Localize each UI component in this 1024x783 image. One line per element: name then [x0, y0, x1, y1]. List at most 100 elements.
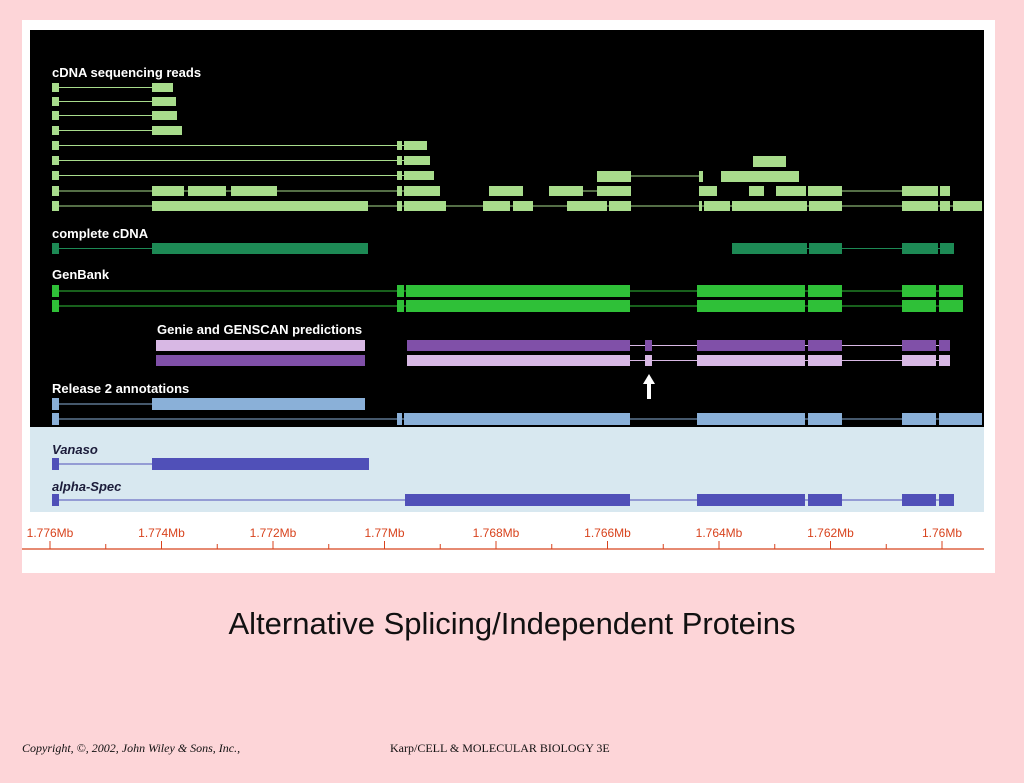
genbank-transcript-exon	[406, 285, 630, 297]
release2-annotation-exon	[404, 413, 630, 425]
release2-annotation-exon	[939, 413, 982, 425]
cdna-read-exon	[52, 171, 59, 180]
up-arrow-icon	[643, 374, 655, 399]
complete-cdna-exon	[809, 243, 842, 254]
cdna-read-exon	[152, 97, 176, 106]
prediction-exon	[902, 340, 936, 351]
cdna-read-exon	[52, 156, 59, 165]
cdna-read-exon	[152, 186, 184, 196]
figure-canvas: cDNA sequencing reads complete cDNA GenB…	[22, 30, 984, 550]
track-features	[52, 83, 982, 506]
cdna-read-exon	[609, 201, 631, 211]
cdna-read-exon	[940, 186, 950, 196]
cdna-read-exon	[704, 201, 730, 211]
release2-annotation-exon	[52, 413, 59, 425]
prediction-exon	[156, 340, 365, 351]
genbank-transcript-exon	[697, 285, 805, 297]
cdna-read-exon	[483, 201, 510, 211]
cdna-read-exon	[52, 126, 59, 135]
label-genbank: GenBank	[52, 267, 110, 282]
cdna-read-exon	[397, 141, 402, 150]
axis-tick-label: 1.77Mb	[364, 526, 404, 540]
footer-book: Karp/CELL & MOLECULAR BIOLOGY 3E	[390, 741, 610, 755]
cdna-read-exon	[397, 186, 402, 196]
black-panel	[30, 30, 984, 427]
label-predictions: Genie and GENSCAN predictions	[157, 322, 362, 337]
genbank-transcript-exon	[52, 300, 59, 312]
cdna-read-exon	[776, 186, 806, 196]
release2-annotation-exon	[397, 413, 402, 425]
prediction-exon	[407, 355, 630, 366]
cdna-read-exon	[404, 171, 434, 180]
cdna-read-exon	[152, 111, 177, 120]
axis-tick-label: 1.766Mb	[584, 526, 631, 540]
cdna-read-exon	[404, 141, 427, 150]
alpha-spec-gene-exon	[902, 494, 936, 506]
footer-copyright: Copyright, ©, 2002, John Wiley & Sons, I…	[22, 741, 241, 755]
cdna-read-exon	[397, 171, 402, 180]
cdna-read-exon	[809, 201, 842, 211]
genbank-transcript-exon	[52, 285, 59, 297]
release2-annotation-exon	[902, 413, 936, 425]
complete-cdna-gap	[368, 243, 948, 254]
axis-tick-label: 1.76Mb	[922, 526, 962, 540]
genbank-transcript-exon	[397, 300, 404, 312]
prediction-exon	[407, 340, 630, 351]
genbank-transcript-exon	[397, 285, 404, 297]
cdna-read-exon	[397, 201, 402, 211]
complete-cdna-exon	[902, 243, 938, 254]
axis-tick-label: 1.776Mb	[27, 526, 74, 540]
axis-ticks: 1.776Mb 1.774Mb 1.772Mb 1.77Mb 1.768Mb 1.766M…	[27, 526, 962, 549]
alpha-spec-gene-exon	[405, 494, 630, 506]
axis-tick-label: 1.762Mb	[807, 526, 854, 540]
cdna-read-exon	[404, 186, 440, 196]
axis-tick-label: 1.772Mb	[250, 526, 297, 540]
label-alpha-spec: alpha-Spec	[52, 479, 122, 494]
release2-annotation-exon	[152, 398, 365, 410]
cdna-read-exon	[699, 201, 702, 211]
prediction-exon	[808, 355, 842, 366]
axis-tick-label: 1.774Mb	[138, 526, 185, 540]
cdna-read-exon	[152, 126, 182, 135]
release2-annotation-exon	[808, 413, 842, 425]
prediction-exon	[645, 340, 652, 351]
cdna-read-exon	[732, 201, 807, 211]
alpha-spec-gene-exon	[939, 494, 954, 506]
cdna-read-exon	[152, 83, 173, 92]
cdna-read-exon	[404, 201, 446, 211]
cdna-read-exon	[52, 141, 59, 150]
release2-annotation-exon	[52, 398, 59, 410]
cdna-read-exon	[52, 97, 59, 106]
cdna-read-exon	[808, 186, 842, 196]
cdna-read-exon	[152, 201, 368, 211]
genbank-transcript-exon	[939, 300, 963, 312]
cdna-read-exon	[902, 201, 938, 211]
vanaso-gene-exon	[52, 458, 59, 470]
vanaso-gene-exon	[152, 458, 369, 470]
cdna-read-exon	[721, 171, 799, 182]
prediction-exon	[697, 355, 805, 366]
prediction-exon	[808, 340, 842, 351]
cdna-read-exon	[404, 156, 430, 165]
cdna-read-exon	[753, 156, 786, 167]
cdna-read-exon	[52, 111, 59, 120]
label-cdna-reads: cDNA sequencing reads	[52, 65, 201, 80]
cdna-read-exon	[513, 201, 533, 211]
cdna-read-exon	[749, 186, 764, 196]
prediction-exon	[902, 355, 936, 366]
alpha-spec-gene-exon	[808, 494, 842, 506]
axis-tick-label: 1.768Mb	[473, 526, 520, 540]
prediction-exon	[156, 355, 365, 366]
cdna-read-exon	[597, 186, 631, 196]
cdna-read-exon	[188, 186, 226, 196]
genbank-transcript-exon	[406, 300, 630, 312]
label-release2: Release 2 annotations	[52, 381, 189, 396]
cdna-read-exon	[699, 171, 703, 182]
genbank-transcript-exon	[902, 300, 936, 312]
cdna-read-exon	[52, 83, 59, 92]
cdna-read-exon	[489, 186, 523, 196]
cdna-read-exon	[52, 201, 59, 211]
slide-title: Alternative Splicing/Independent Protein…	[228, 606, 796, 641]
release2-annotation-exon	[697, 413, 805, 425]
cdna-read-exon	[567, 201, 607, 211]
